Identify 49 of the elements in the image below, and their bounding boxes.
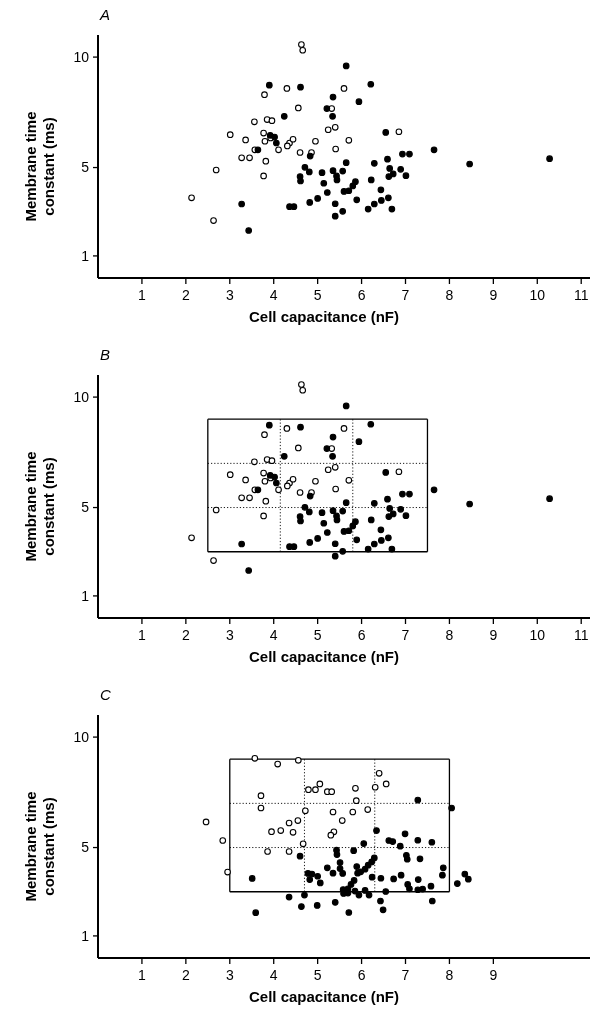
x-tick-label: 11 bbox=[573, 627, 589, 643]
x-tick-label: 11 bbox=[573, 287, 589, 303]
y-tick-label: 1 bbox=[81, 587, 90, 604]
y-tick-label: 10 bbox=[73, 388, 90, 405]
x-tick-label: 2 bbox=[181, 967, 190, 983]
x-tick-label: 8 bbox=[445, 967, 454, 983]
x-tick-label: 7 bbox=[401, 287, 410, 303]
x-axis-title: Cell capacitance (nF) bbox=[248, 648, 400, 665]
x-tick-label: 4 bbox=[269, 287, 278, 303]
x-tick-label: 10 bbox=[529, 627, 546, 643]
y-tick-label: 1 bbox=[81, 247, 90, 264]
x-tick-label: 3 bbox=[225, 627, 234, 643]
y-axis-title: Membrane time constant (ms) bbox=[22, 451, 57, 562]
y-tick-label: 5 bbox=[81, 159, 90, 176]
y-axis-title: Membrane time constant (ms) bbox=[22, 791, 57, 902]
x-tick-label: 9 bbox=[489, 967, 498, 983]
chart-title: C bbox=[100, 686, 111, 703]
x-tick-label: 6 bbox=[357, 627, 366, 643]
x-axis-title: Cell capacitance (nF) bbox=[248, 308, 400, 325]
y-tick-label: 5 bbox=[81, 839, 90, 856]
y-tick-label: 5 bbox=[81, 499, 90, 516]
x-tick-label: 3 bbox=[225, 967, 234, 983]
x-tick-label: 5 bbox=[313, 967, 322, 983]
y-tick-label: 10 bbox=[73, 48, 90, 65]
x-tick-label: 6 bbox=[357, 967, 366, 983]
chart-title: B bbox=[100, 346, 111, 363]
x-tick-label: 2 bbox=[181, 627, 190, 643]
x-tick-label: 7 bbox=[401, 967, 410, 983]
x-tick-label: 8 bbox=[445, 287, 454, 303]
chart-title: A bbox=[99, 6, 111, 23]
x-tick-label: 10 bbox=[529, 287, 546, 303]
x-tick-label: 1 bbox=[138, 967, 147, 983]
x-tick-label: 5 bbox=[313, 627, 322, 643]
x-tick-label: 7 bbox=[401, 627, 410, 643]
x-tick-label: 6 bbox=[357, 287, 366, 303]
x-tick-label: 9 bbox=[489, 287, 498, 303]
x-tick-label: 1 bbox=[138, 287, 147, 303]
x-tick-label: 5 bbox=[313, 287, 322, 303]
x-tick-label: 3 bbox=[225, 287, 234, 303]
x-tick-label: 2 bbox=[181, 287, 190, 303]
x-tick-label: 9 bbox=[489, 627, 498, 643]
x-tick-label: 8 bbox=[445, 627, 454, 643]
y-tick-label: 10 bbox=[73, 728, 90, 745]
y-axis-title: Membrane time constant (ms) bbox=[22, 111, 57, 222]
x-tick-label: 4 bbox=[269, 967, 278, 983]
x-tick-label: 4 bbox=[269, 627, 278, 643]
y-tick-label: 1 bbox=[81, 927, 90, 944]
x-tick-label: 1 bbox=[138, 627, 147, 643]
x-axis-title: Cell capacitance (nF) bbox=[248, 988, 400, 1005]
